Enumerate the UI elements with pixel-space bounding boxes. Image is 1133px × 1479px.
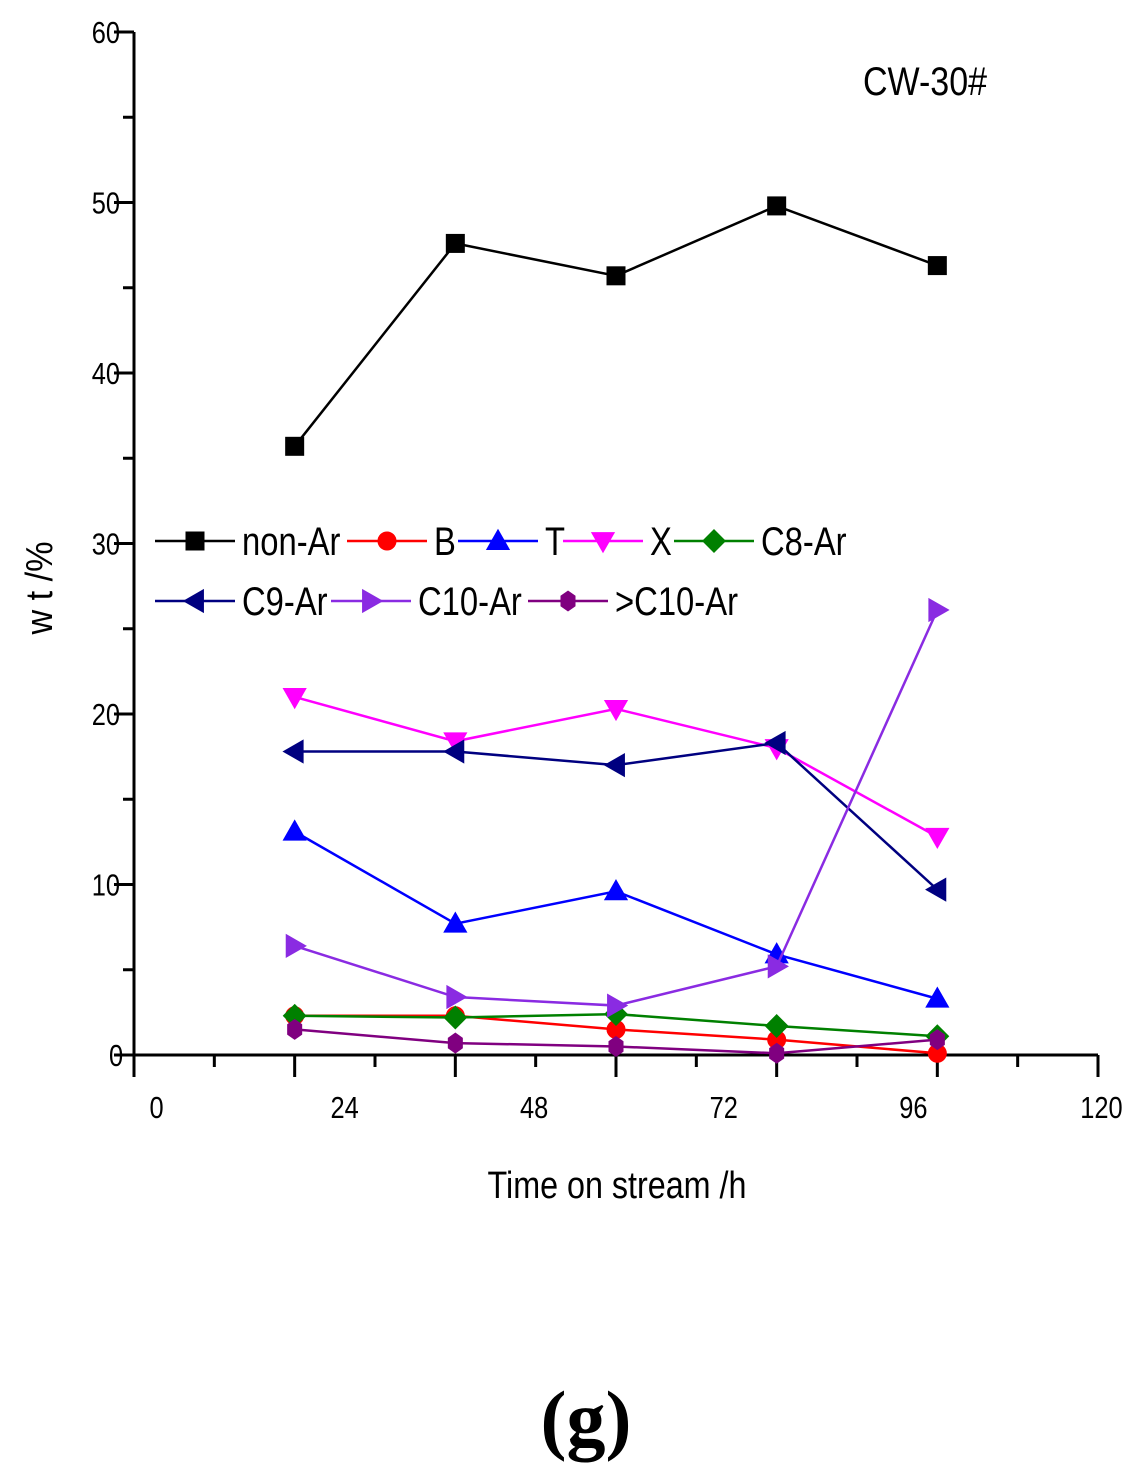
x-tick-label: 48 — [520, 1091, 548, 1126]
legend-label: T — [545, 519, 565, 564]
legend: non-Ar B T X C8-Ar C9-Ar C10-Ar >C10-Ar — [155, 519, 847, 624]
legend-item-c9-ar: C9-Ar — [155, 579, 328, 624]
data-point — [607, 993, 629, 1018]
legend-item-non-ar: non-Ar — [155, 519, 340, 564]
x-tick-label: 72 — [710, 1091, 738, 1126]
legend-marker — [590, 532, 616, 554]
data-point — [928, 597, 950, 623]
data-point — [925, 986, 950, 1008]
legend-marker — [362, 588, 384, 614]
data-point — [925, 827, 950, 850]
legend-item-c10-ar: C10-Ar — [331, 579, 522, 624]
y-tick-label: 10 — [92, 868, 120, 903]
legend-marker — [560, 590, 576, 612]
legend-label: non-Ar — [242, 519, 340, 564]
data-point — [764, 1014, 789, 1038]
data-point — [769, 1042, 785, 1064]
legend-label: >C10-Ar — [615, 579, 738, 624]
legend-marker — [485, 528, 511, 550]
data-point — [282, 688, 307, 710]
data-point — [445, 233, 465, 253]
data-point — [603, 699, 629, 722]
data-point — [603, 753, 625, 778]
series-c10-ar — [285, 597, 950, 1018]
x-tick-label: 96 — [899, 1091, 927, 1126]
y-axis-title: w t /% — [17, 541, 60, 635]
y-ticks: 0 10 20 30 40 50 60 — [92, 16, 134, 1074]
annotation-label: CW-30# — [863, 58, 987, 103]
y-tick-label: 30 — [92, 527, 120, 562]
legend-label: B — [434, 519, 456, 564]
y-tick-label: 50 — [92, 186, 120, 221]
legend-marker — [185, 531, 205, 551]
legend-marker — [182, 588, 204, 614]
data-point — [285, 436, 305, 456]
series-c10-ar — [287, 1018, 945, 1064]
series-layer — [282, 196, 950, 1064]
legend-label: C8-Ar — [761, 519, 847, 564]
data-point — [447, 1032, 463, 1054]
y-tick-label: 0 — [109, 1039, 123, 1074]
data-point — [282, 739, 304, 764]
data-point — [287, 1018, 303, 1040]
data-point — [443, 1005, 468, 1030]
legend-label: C10-Ar — [418, 579, 522, 624]
data-point — [764, 730, 786, 756]
x-axis-title: Time on stream /h — [488, 1165, 747, 1207]
legend-item-b: B — [347, 519, 456, 564]
data-point — [443, 739, 465, 764]
y-tick-label: 60 — [92, 16, 120, 51]
x-tick-label: 120 — [1080, 1091, 1122, 1126]
legend-marker — [377, 531, 397, 551]
legend-item-c10-ar: >C10-Ar — [528, 579, 738, 624]
legend-item-t: T — [458, 519, 565, 564]
series-t — [282, 819, 950, 1008]
series-line — [293, 204, 938, 448]
data-point — [285, 933, 307, 958]
data-point — [603, 879, 629, 901]
data-point — [929, 1029, 945, 1051]
legend-item-x: X — [563, 519, 672, 564]
data-point — [282, 819, 307, 841]
y-tick-label: 20 — [92, 698, 120, 733]
series-line — [294, 830, 938, 1000]
data-point — [767, 196, 787, 216]
series-non-ar — [285, 196, 947, 456]
data-point — [443, 911, 468, 933]
data-point — [608, 1035, 624, 1057]
data-point — [606, 266, 626, 286]
legend-label: C9-Ar — [242, 579, 328, 624]
x-tick-label: 0 — [149, 1091, 163, 1126]
series-line — [294, 609, 939, 1007]
series-c9-ar — [282, 730, 947, 902]
y-tick-label: 40 — [92, 357, 120, 392]
data-point — [446, 984, 468, 1010]
legend-item-c8-ar: C8-Ar — [674, 519, 847, 564]
data-point — [925, 877, 947, 902]
legend-label: X — [650, 519, 672, 564]
x-ticks: 024487296120144 — [132, 1055, 1123, 1126]
data-point — [767, 954, 789, 979]
x-tick-label: 24 — [330, 1091, 358, 1126]
panel-label: (g) — [541, 1375, 632, 1462]
data-point — [927, 256, 947, 276]
legend-marker — [702, 529, 726, 553]
